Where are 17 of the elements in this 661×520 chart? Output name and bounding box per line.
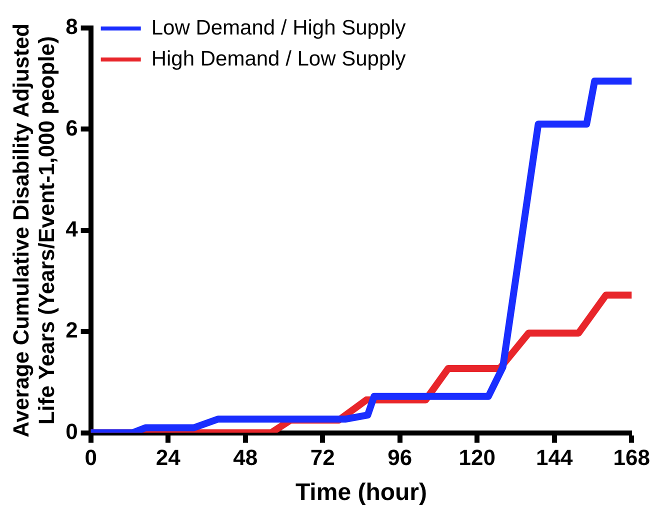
x-axis-title: Time (hour)	[295, 479, 428, 506]
y-tick-label: 4	[66, 216, 79, 242]
x-tick-label: 144	[536, 445, 574, 470]
x-tick-label: 168	[613, 445, 650, 470]
x-tick-label: 72	[310, 445, 335, 470]
x-tick-label: 0	[84, 445, 97, 470]
x-tick-label: 24	[156, 445, 182, 470]
y-tick-label: 8	[66, 14, 78, 40]
legend-label: Low Demand / High Supply	[151, 16, 406, 40]
y-tick-label: 6	[66, 115, 78, 140]
y-tick-label: 2	[66, 318, 78, 343]
x-tick-label: 120	[458, 445, 496, 470]
legend-label: High Demand / Low Supply	[151, 47, 406, 70]
y-tick-label: 0	[66, 418, 78, 444]
x-tick-label: 96	[388, 445, 412, 470]
x-tick-label: 48	[233, 445, 258, 470]
y-axis-title: Average Cumulative Disability Adjusted Life Years (Years/Event-1,000 people)	[8, 23, 60, 438]
